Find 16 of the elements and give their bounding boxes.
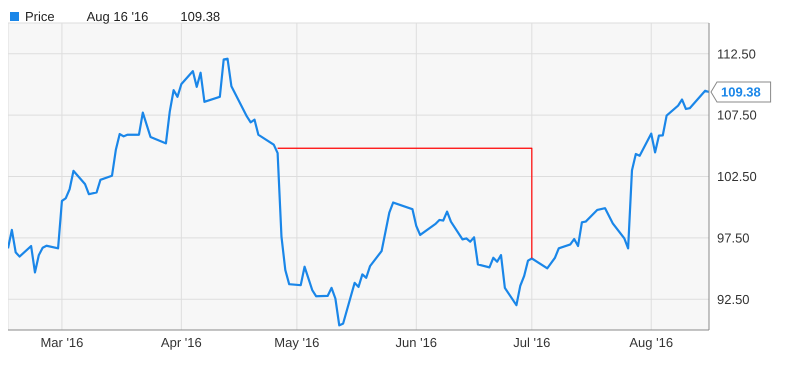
y-tick-label: 97.50 [717,230,750,246]
annotation: 109.38 [180,9,220,24]
y-tick-label: 102.50 [717,169,757,184]
line-series [8,58,709,326]
x-tick-label: Mar '16 [40,335,84,350]
annotation: 109.38 [721,84,761,100]
y-tick-label: 112.50 [717,46,756,62]
y-tick-label: 92.50 [717,292,750,307]
x-tick-label: Apr '16 [160,335,202,350]
x-tick-label: Aug '16 [629,335,674,350]
x-tick-label: Jul '16 [513,335,550,350]
annotation: Aug 16 '16 [86,9,148,24]
y-tick-label: 107.50 [717,108,757,123]
x-tick-label: Jun '16 [396,335,438,350]
x-tick-label: May '16 [274,335,320,350]
legend-label: Price [25,9,55,24]
